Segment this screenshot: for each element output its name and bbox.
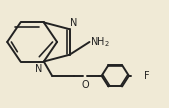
Text: N: N	[70, 18, 78, 28]
Text: N: N	[35, 64, 42, 74]
Text: O: O	[81, 80, 89, 90]
Text: F: F	[144, 71, 150, 81]
Text: NH$_2$: NH$_2$	[90, 35, 110, 49]
